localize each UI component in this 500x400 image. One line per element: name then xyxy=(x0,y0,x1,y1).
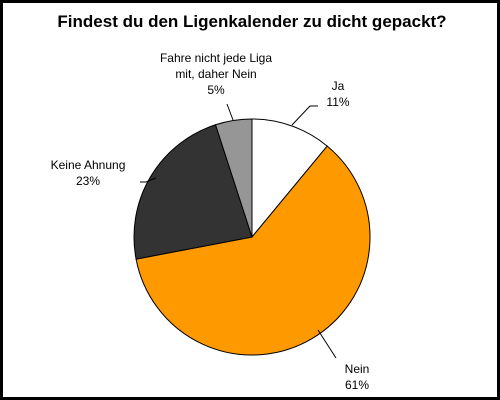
label-fahre-line-1: Fahre nicht jede Liga xyxy=(160,51,272,65)
leader-nein xyxy=(317,329,337,359)
leader-ja xyxy=(291,105,318,126)
slice-labels: Ja 11% Nein 61% Keine Ahnung 23% Fahre n… xyxy=(51,51,370,392)
label-keine-ahnung: Keine Ahnung 23% xyxy=(51,158,126,188)
label-fahre-value: 5% xyxy=(207,83,225,97)
chart-title: Findest du den Ligenkalender zu dicht ge… xyxy=(57,12,446,31)
label-keine-ahnung-value: 23% xyxy=(76,174,100,188)
label-ja-name: Ja xyxy=(332,79,345,93)
label-ja: Ja 11% xyxy=(326,79,349,109)
label-fahre-line-2: mit, daher Nein xyxy=(175,67,256,81)
slice-ja xyxy=(251,118,328,239)
label-ja-value: 11% xyxy=(326,95,349,109)
label-nein-value: 61% xyxy=(345,378,369,392)
slice-keine-ahnung xyxy=(133,124,253,260)
leader-keine-ahnung xyxy=(140,177,157,183)
leader-fahre-nicht-jede-liga xyxy=(226,103,234,121)
leader-lines xyxy=(140,103,337,359)
label-keine-ahnung-name: Keine Ahnung xyxy=(51,158,126,172)
label-nein: Nein 61% xyxy=(345,362,370,392)
slice-nein xyxy=(135,145,371,356)
pie-slices xyxy=(133,118,371,356)
slice-fahre-nicht-jede-liga xyxy=(214,118,253,238)
label-nein-name: Nein xyxy=(345,362,370,376)
label-fahre-nicht-jede-liga: Fahre nicht jede Liga mit, daher Nein 5% xyxy=(160,51,272,97)
